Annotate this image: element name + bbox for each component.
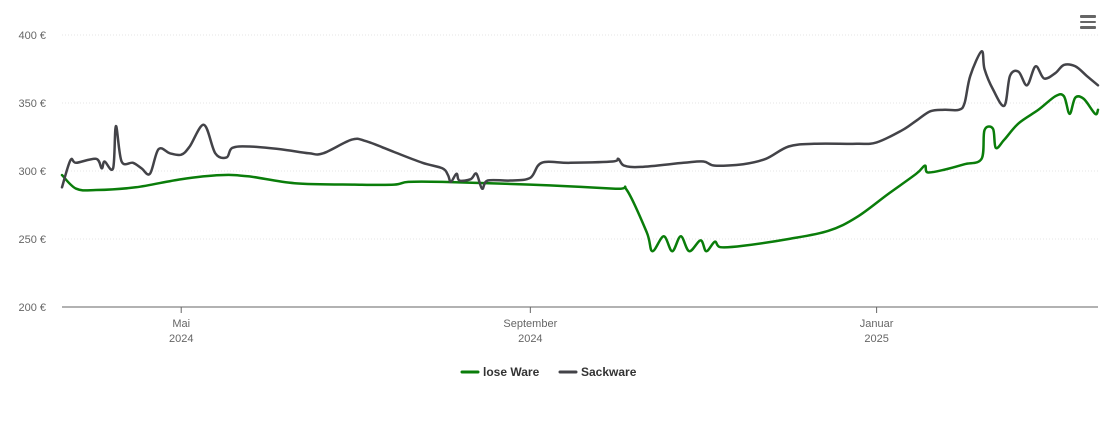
x-axis: Mai 2024 September 2024 Januar 2025 (62, 306, 1098, 345)
series-line-lose-ware[interactable] (60, 93, 1100, 253)
x-tick-label: September (503, 318, 557, 330)
y-tick-label: 200 € (18, 302, 46, 314)
x-tick-label: Januar (860, 318, 894, 330)
chart-context-menu-button[interactable] (1074, 10, 1102, 34)
y-tick-label: 300 € (18, 166, 46, 178)
y-tick-label: 350 € (18, 98, 46, 110)
y-tick-label: 400 € (18, 30, 46, 42)
series-lines (60, 50, 1100, 253)
grid-lines (62, 34, 1098, 240)
x-tick-sublabel: 2024 (518, 333, 542, 345)
legend-label-sackware: Sackware (581, 365, 637, 379)
x-tick-label: Mai (172, 318, 190, 330)
legend-label-lose-ware: lose Ware (483, 365, 540, 379)
y-axis: 200 € 250 € 300 € 350 € 400 € (18, 30, 46, 314)
y-tick-label: 250 € (18, 234, 46, 246)
hamburger-menu-icon-bar (1080, 26, 1096, 29)
legend-item-sackware[interactable]: Sackware (558, 365, 637, 379)
x-tick-sublabel: 2025 (864, 333, 888, 345)
x-tick-sublabel: 2024 (169, 333, 193, 345)
hamburger-menu-icon-bar (1080, 20, 1096, 23)
legend-item-lose-ware[interactable]: lose Ware (460, 365, 540, 379)
series-line-sackware[interactable] (60, 50, 1100, 190)
legend: lose Ware Sackware (460, 365, 637, 379)
hamburger-menu-icon (1080, 15, 1096, 18)
